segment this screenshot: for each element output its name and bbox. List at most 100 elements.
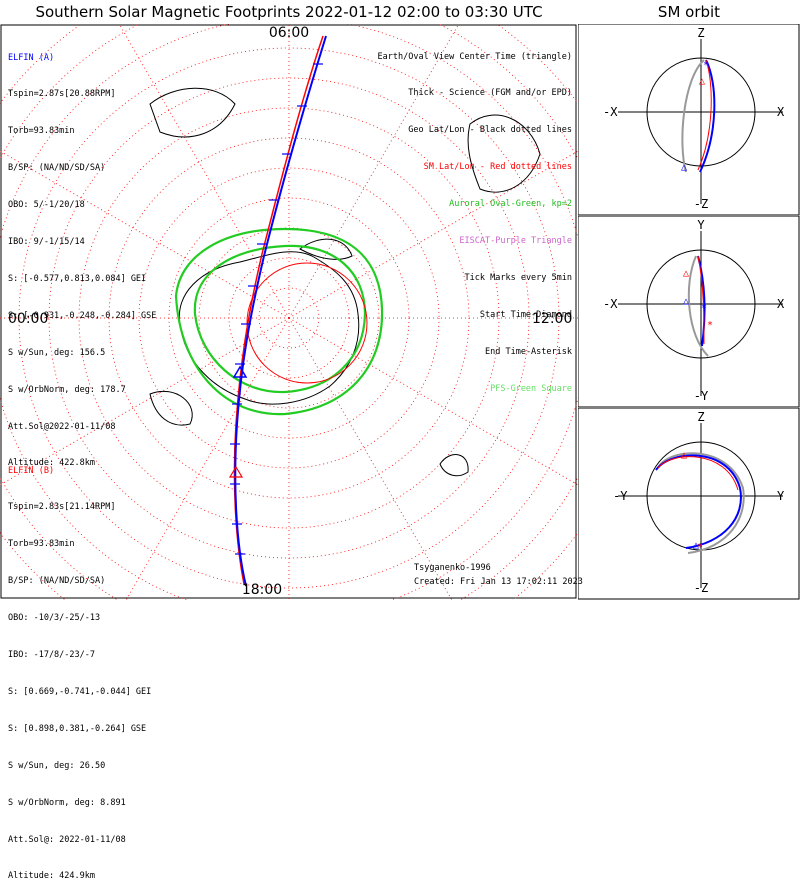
elfin-a-orbit [699, 59, 716, 173]
orbit-marker: △ [699, 76, 705, 87]
antarctic-peninsula [299, 238, 353, 260]
earth-circle [646, 57, 756, 167]
orbit-label-left: -X [603, 297, 618, 311]
sm-lat-circle [258, 287, 320, 349]
elfin-b-line: S: [0.898,0.381,-0.264] GSE [8, 723, 147, 734]
elfin-b-line: OBO: -10/3/-25/-13 [8, 613, 101, 624]
orbit-label-bottom: -Z [694, 581, 708, 595]
elfin-a-info: ELFIN (A) Tspin=2.87s[20.88RPM] Torb=93.… [8, 27, 156, 482]
auroral-oval [174, 227, 384, 416]
elfin-b-line: B/SP: (NA/ND/SD/SA) [8, 576, 106, 587]
earth-circle [646, 249, 756, 359]
orbit-marker: * [703, 60, 709, 71]
sm-lat-circle [198, 227, 380, 409]
legend-entry: Earth/Oval View Center Time (triangle) [377, 51, 572, 62]
legend: Earth/Oval View Center Time (triangle) T… [378, 26, 572, 407]
landmass-top-left [149, 87, 236, 138]
orbit-label-right: X [777, 105, 785, 119]
legend-entry: Tick Marks every 5min [464, 272, 572, 283]
elfin-b-line: Tspin=2.83s[21.14RPM] [8, 502, 116, 513]
footprint-tracks [228, 35, 327, 587]
elfin-b-orbit [697, 255, 705, 345]
axis-label-left: 00:00 [8, 311, 48, 327]
legend-entry: Start Time-Diamond [479, 309, 572, 320]
orbit-marker: * [701, 303, 707, 314]
orbit-label-top: Y [697, 218, 705, 232]
elfin-a-line: B/SP: (NA/ND/SD/SA) [8, 163, 106, 174]
elfin-b-center-triangle [228, 465, 244, 478]
elfin-a-line: Tspin=2.87s[20.88RPM] [8, 89, 116, 100]
orbit-tracks: △△* [655, 450, 745, 554]
orbit-label-left: -Y [613, 489, 628, 503]
sm-lat-circle [78, 107, 500, 529]
sm-grid [0, 24, 578, 600]
elfin-a-line: S: [-0.577,0.813,0.084] GEI [8, 273, 147, 284]
auroral-oval-outer [174, 227, 384, 416]
orbit-panel-frame [578, 408, 800, 600]
model-credit: Tsyganenko-1996 [414, 563, 491, 573]
orbit-marker: △ [683, 296, 689, 307]
orbit-ref-track [687, 255, 709, 357]
elfin-a-line: Att.Sol@2022-01-11/08 [8, 421, 116, 432]
orbit-marker: △ [681, 162, 687, 173]
elfin-a-line: S w/OrbNorm, deg: 178.7 [8, 384, 126, 395]
elfin-b-line: Altitude: 424.9km [8, 871, 95, 882]
elfin-a-center-triangle [232, 365, 248, 378]
plot-frame [0, 24, 577, 599]
elfin-a-track [234, 35, 327, 587]
orbit-label-right: Y [777, 489, 785, 503]
orbit-label-top: Z [697, 26, 704, 40]
created-timestamp: Created: Fri Jan 13 17:02:11 2023 [414, 577, 583, 587]
orbit-panel-xy: * △ △ * Y -Y -X X [578, 216, 800, 408]
elfin-a-line: OBO: 5/-1/20/18 [8, 200, 85, 211]
elfin-a-orbit [697, 255, 706, 347]
legend-entry: Auroral Oval-Green, kp=2 [449, 199, 572, 210]
axis-label-bottom: 18:00 [242, 582, 282, 598]
orbit-tracks: * △ △ [681, 59, 716, 173]
chart-title: Southern Solar Magnetic Footprints 2022-… [35, 3, 543, 21]
elfin-a-line: Torb=93.83min [8, 126, 75, 137]
elfin-b-line: Torb=93.83min [8, 539, 75, 550]
legend-entry: PFS-Green Square [490, 383, 572, 394]
orbit-marker: △ [683, 268, 689, 279]
polar-footprint-plot: 06:00 18:00 00:00 12:00 [0, 24, 578, 600]
orbit-marker: * [707, 320, 713, 331]
elfin-b-line: IBO: -17/8/-23/-7 [8, 650, 95, 661]
orbit-label-bottom: -Z [694, 197, 708, 211]
elfin-a-line: Altitude: 422.8km [8, 458, 95, 469]
orbit-marker: △ [693, 540, 699, 551]
orbit-tracks: * △ △ * [683, 255, 713, 357]
legend-entry: Thick - Science (FGM and/or EPD) [408, 88, 572, 99]
antarctica-coastline [149, 87, 541, 477]
orbit-ref-track [657, 452, 745, 554]
elfin-a-line: S w/Sun, deg: 156.5 [8, 347, 106, 358]
orbit-label-right: X [777, 297, 785, 311]
legend-entry: End Time-Asterisk [485, 346, 572, 357]
elfin-b-line: S: [0.669,-0.741,-0.044] GEI [8, 686, 152, 697]
elfin-b-track [233, 35, 324, 585]
orbit-panel-frame [578, 216, 800, 408]
legend-entry: EISCAT-Purple Triangle [459, 236, 572, 247]
sm-reference-circle [246, 262, 368, 384]
axis-label-top: 06:00 [269, 25, 309, 41]
legend-entry: SM Lat/Lon - Red dotted lines [423, 162, 572, 173]
orbit-label-left: -X [603, 105, 618, 119]
orbit-ref-track [681, 59, 705, 173]
orbit-marker: △ [681, 450, 687, 461]
landmass-top-right [467, 114, 541, 193]
antarctica-coastline-main [178, 251, 360, 405]
island-right [439, 454, 469, 477]
elfin-b-orbit [657, 456, 739, 491]
elfin-b-name: ELFIN (B) [8, 465, 55, 476]
elfin-b-orbit [697, 59, 712, 171]
legend-entry: Geo Lat/Lon - Black dotted lines [408, 125, 572, 136]
elfin-b-line: S w/OrbNorm, deg: 8.891 [8, 797, 126, 808]
orbit-panel-yz: △△* Z -Z -Y Y [578, 408, 800, 600]
sm-lat-circle [18, 47, 560, 589]
sm-lat-circle [138, 167, 440, 469]
elfin-a-line: S: [-0.931,-0.248,-0.284] GSE [8, 310, 157, 321]
orbit-label-top: Z [697, 410, 704, 424]
orbit-panel-frame [578, 24, 800, 216]
auroral-oval-inner [193, 244, 367, 394]
elfin-b-line: S w/Sun, deg: 26.50 [8, 760, 106, 771]
